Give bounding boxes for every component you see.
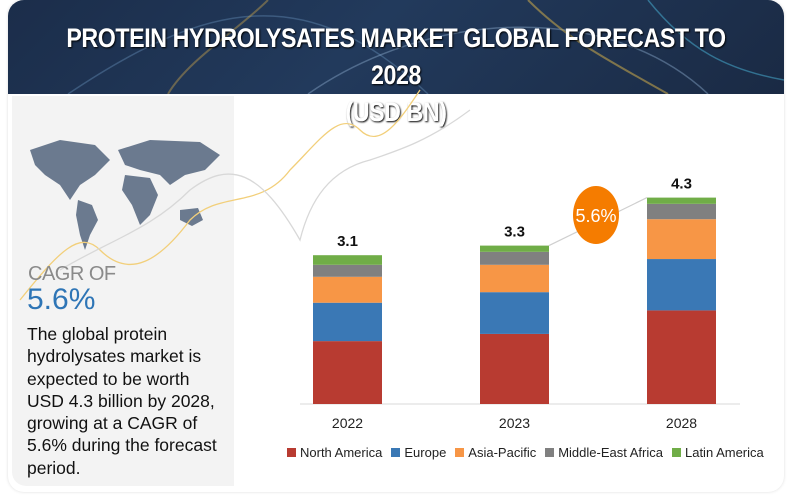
legend-swatch: [671, 448, 681, 457]
bar-segment-2022-latin-america: [313, 255, 382, 265]
bar-segment-2028-latin-america: [647, 197, 716, 204]
cagr-label: CAGR OF: [28, 263, 116, 285]
total-label-2028: 4.3: [671, 176, 692, 193]
legend-label: Asia-Pacific: [468, 445, 537, 460]
legend-item-europe: Europe: [391, 445, 446, 460]
bar-segment-2028-asia-pacific: [647, 219, 716, 260]
chart-legend: North America Europe Asia-Pacific Middle-Ea…: [287, 445, 764, 460]
bar-segment-2023-middle-east-africa: [480, 251, 549, 265]
legend-swatch: [287, 448, 296, 457]
cagr-bubble-label: 5.6%: [575, 206, 616, 226]
legend-swatch: [545, 448, 555, 457]
bar-segment-2028-middle-east-africa: [647, 203, 716, 220]
legend-item-middle-east-africa: Middle-East Africa: [545, 445, 663, 460]
bar-segment-2022-north-america: [313, 341, 382, 404]
legend-item-north-america: North America: [287, 445, 382, 460]
title-line-1: PROTEIN HYDROLYSATES MARKET GLOBAL FOREC…: [66, 23, 726, 90]
cagr-value: 5.6%: [27, 283, 96, 316]
world-map-icon: [30, 140, 220, 250]
chart-title: PROTEIN HYDROLYSATES MARKET GLOBAL FOREC…: [62, 20, 729, 131]
legend-label: North America: [300, 445, 383, 460]
total-label-2022: 3.1: [337, 233, 358, 250]
legend-item-asia-pacific: Asia-Pacific: [455, 445, 536, 460]
bar-segment-2023-north-america: [480, 333, 549, 404]
legend-item-latin-america: Latin America: [671, 445, 764, 460]
x-tick-label-2022: 2022: [332, 415, 363, 431]
bar-segment-2028-north-america: [647, 310, 716, 404]
legend-label: Latin America: [684, 445, 764, 460]
bar-segment-2022-europe: [313, 302, 382, 342]
total-label-2023: 3.3: [504, 224, 525, 241]
header-banner: PROTEIN HYDROLYSATES MARKET GLOBAL FOREC…: [8, 0, 784, 127]
bar-segment-2028-europe: [647, 259, 716, 311]
legend-swatch: [455, 448, 465, 457]
decorative-gold-curve: [19, 89, 421, 301]
decorative-gray-curve: [59, 109, 471, 271]
cagr-bubble: [573, 186, 619, 244]
bar-segment-2023-europe: [480, 292, 549, 334]
legend-label: Europe: [404, 445, 447, 460]
bar-segment-2023-latin-america: [480, 245, 549, 252]
bar-segment-2023-asia-pacific: [480, 264, 549, 293]
legend-swatch: [391, 448, 401, 457]
x-tick-label-2023: 2023: [499, 415, 530, 431]
legend-label: Middle-East Africa: [558, 445, 663, 460]
bar-segment-2022-middle-east-africa: [313, 264, 382, 277]
header-background-lights: [67, 0, 784, 94]
bar-segment-2022-asia-pacific: [313, 276, 382, 303]
x-tick-label-2028: 2028: [666, 415, 697, 431]
market-description: The global protein hydrolysates market i…: [27, 324, 217, 478]
